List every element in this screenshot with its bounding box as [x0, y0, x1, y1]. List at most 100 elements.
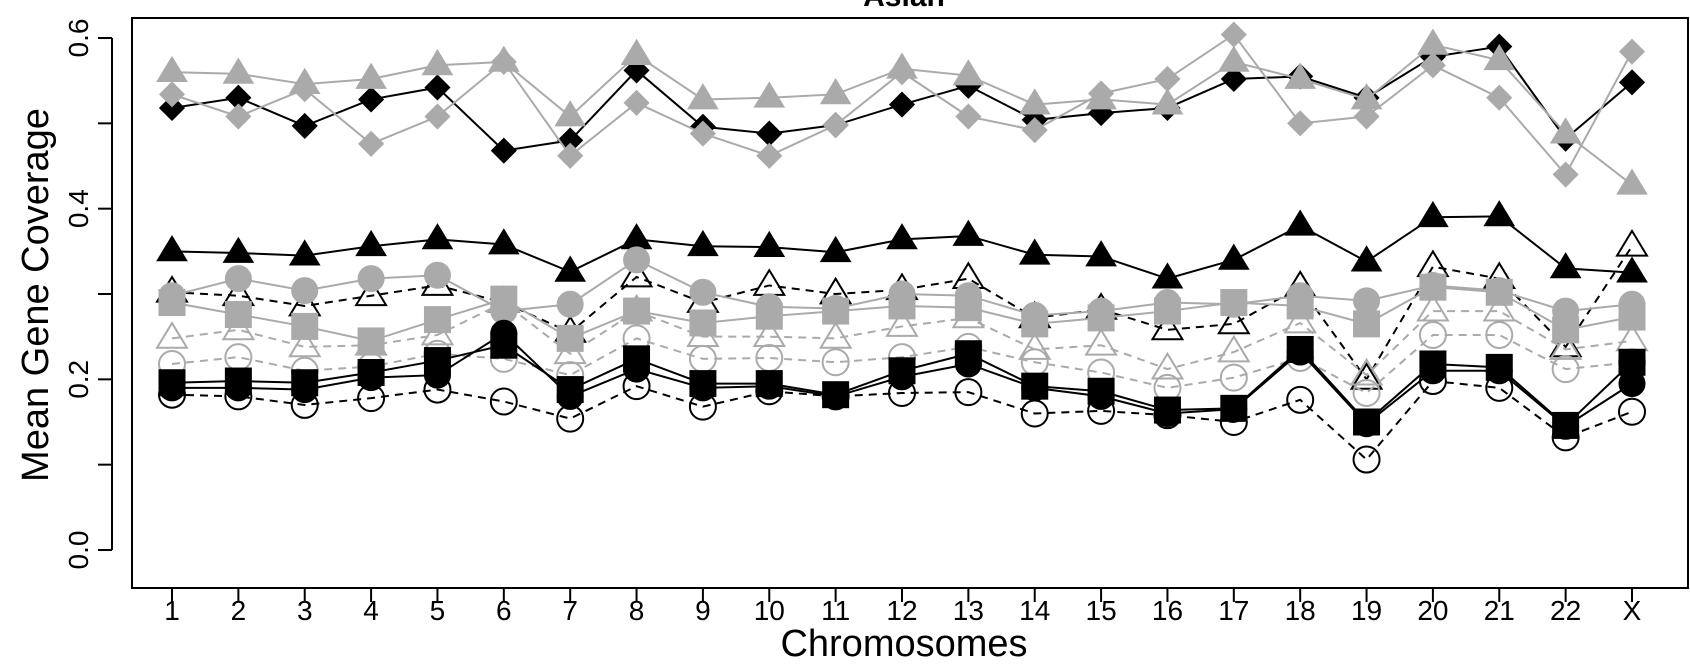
data-point-circle: [1353, 287, 1381, 315]
data-point-triangle: [620, 223, 653, 250]
data-point-circle: [1485, 373, 1514, 402]
data-point-circle: [1020, 399, 1049, 428]
series-7: [158, 273, 1646, 355]
data-point-triangle: [487, 285, 521, 313]
data-point-circle: [1153, 401, 1182, 430]
data-point-triangle: [1615, 228, 1649, 257]
data-point-diamond: [424, 103, 451, 130]
data-point-circle: [1485, 320, 1514, 349]
data-point-triangle: [1283, 305, 1317, 334]
data-point-circle: [1418, 367, 1447, 396]
series-3: [156, 28, 1648, 195]
x-tick-label: 9: [695, 595, 711, 626]
data-point-diamond: [158, 81, 186, 108]
data-point-diamond: [1618, 38, 1646, 65]
data-point-circle: [556, 404, 585, 433]
data-point-triangle: [222, 236, 255, 263]
series-line: [171, 245, 1633, 382]
series-line: [171, 333, 1633, 395]
y-tick-label: 0.2: [63, 360, 94, 399]
data-point-square: [1153, 297, 1181, 325]
data-point-diamond: [1353, 103, 1380, 130]
data-point-square: [1087, 304, 1115, 332]
data-point-diamond: [225, 103, 252, 130]
data-point-diamond: [822, 111, 849, 139]
data-point-triangle: [354, 278, 388, 307]
data-point-diamond: [557, 142, 584, 169]
data-point-triangle: [1616, 168, 1648, 195]
data-point-triangle: [619, 293, 654, 322]
data-point-diamond: [490, 137, 517, 164]
x-axis: 1 2 3 4 5 6 7 8 9 10 11 12 13 14 15 16 17 18 19 20 21 22 X: [164, 588, 1642, 626]
data-point-triangle: [222, 57, 255, 84]
data-point-square: [1552, 316, 1580, 344]
data-point-triangle: [753, 230, 786, 257]
data-point-circle: [224, 265, 252, 293]
data-point-triangle: [221, 312, 256, 341]
data-point-square: [1153, 396, 1181, 424]
data-point-triangle: [1018, 88, 1051, 115]
data-point-diamond: [623, 57, 650, 84]
data-point-triangle: [886, 223, 918, 250]
data-point-circle: [1219, 363, 1248, 392]
data-point-square: [224, 367, 252, 395]
data-point-square: [1353, 408, 1381, 436]
data-point-triangle: [886, 52, 918, 79]
data-point-triangle: [1284, 62, 1317, 89]
data-point-square: [822, 297, 850, 325]
x-tick-label: 17: [1218, 595, 1249, 626]
x-tick-label: 6: [496, 595, 512, 626]
data-point-diamond: [623, 89, 650, 116]
data-point-diamond: [358, 86, 385, 113]
data-point-circle: [954, 378, 983, 407]
x-tick-label: 13: [953, 595, 984, 626]
data-point-triangle: [1417, 200, 1449, 228]
x-tick-label: 19: [1351, 595, 1382, 626]
x-tick-label: 18: [1285, 595, 1316, 626]
data-point-triangle: [1417, 28, 1449, 55]
data-point-square: [357, 359, 385, 387]
data-point-circle: [1087, 396, 1116, 425]
data-point-diamond: [1220, 65, 1247, 93]
data-point-triangle: [1150, 351, 1185, 380]
data-point-square: [291, 312, 319, 340]
data-point-square: [158, 289, 186, 317]
x-tick-label: 20: [1417, 595, 1448, 626]
data-point-circle: [291, 277, 319, 305]
data-point-diamond: [1552, 161, 1579, 188]
data-point-triangle: [421, 223, 454, 250]
data-point-triangle: [156, 55, 188, 83]
data-point-circle: [224, 382, 253, 411]
data-point-triangle: [620, 38, 653, 65]
data-point-circle: [689, 278, 717, 306]
data-point-triangle: [421, 49, 454, 76]
data-point-circle: [290, 390, 319, 419]
x-tick-label: 7: [562, 595, 578, 626]
data-point-triangle: [1150, 312, 1185, 341]
data-point-circle: [489, 387, 518, 416]
data-point-triangle: [952, 59, 985, 86]
series-line: [171, 301, 1633, 377]
data-point-circle: [556, 290, 584, 318]
data-point-circle: [423, 261, 451, 289]
data-point-triangle: [1151, 262, 1184, 289]
data-point-diamond: [689, 120, 716, 147]
data-point-square: [822, 381, 850, 409]
data-point-triangle: [1151, 88, 1184, 115]
data-point-diamond: [1287, 110, 1314, 137]
data-point-square: [1286, 335, 1314, 363]
data-point-triangle: [553, 336, 587, 365]
y-axis: 0.0 0.2 0.4 0.6: [63, 19, 113, 569]
x-tick-label: 16: [1152, 595, 1183, 626]
data-point-diamond: [756, 120, 783, 147]
data-point-triangle: [420, 317, 455, 346]
data-point-triangle: [1217, 243, 1250, 270]
data-point-circle: [158, 380, 186, 409]
data-point-square: [490, 331, 518, 359]
data-point-triangle: [1084, 327, 1118, 356]
data-point-triangle: [885, 309, 919, 337]
data-point-triangle: [1085, 240, 1117, 267]
data-point-triangle: [1349, 362, 1384, 390]
